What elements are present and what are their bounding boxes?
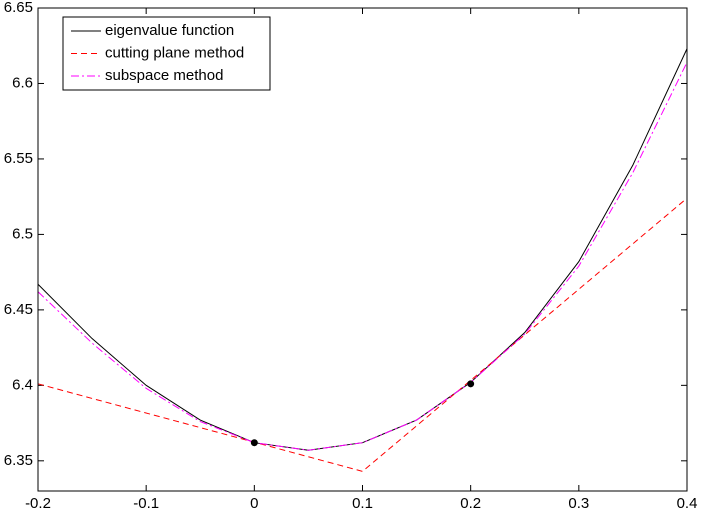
y-tick-label: 6.45: [4, 301, 33, 318]
data-line: [37, 62, 688, 451]
legend-label: subspace method: [105, 67, 223, 84]
x-tick-label: 0.1: [352, 495, 373, 512]
y-tick-label: 6.5: [12, 225, 33, 242]
legend-box: [62, 16, 271, 91]
legend-label: cutting plane method: [105, 44, 244, 61]
data-line: [37, 48, 688, 451]
x-tick-label: -0.2: [25, 495, 51, 512]
y-tick-label: 6.55: [4, 150, 33, 167]
y-tick-label: 6.35: [4, 452, 33, 469]
legend: eigenvalue function cutting plane method s…: [62, 16, 271, 91]
legend-label: eigenvalue function: [105, 22, 234, 39]
x-tick-label: -0.1: [133, 495, 159, 512]
y-tick-label: 6.4: [12, 376, 33, 393]
y-tick-label: 6.65: [4, 0, 33, 16]
data-line: [37, 197, 688, 472]
x-tick-label: 0: [250, 495, 258, 512]
marker-point: [250, 439, 258, 447]
x-tick-label: 0.4: [677, 495, 698, 512]
x-tick-label: 0.3: [568, 495, 589, 512]
plot-frame: [37, 7, 688, 492]
y-tick-label: 6.6: [12, 74, 33, 91]
marker-point: [467, 380, 475, 388]
x-tick-label: 0.2: [460, 495, 481, 512]
